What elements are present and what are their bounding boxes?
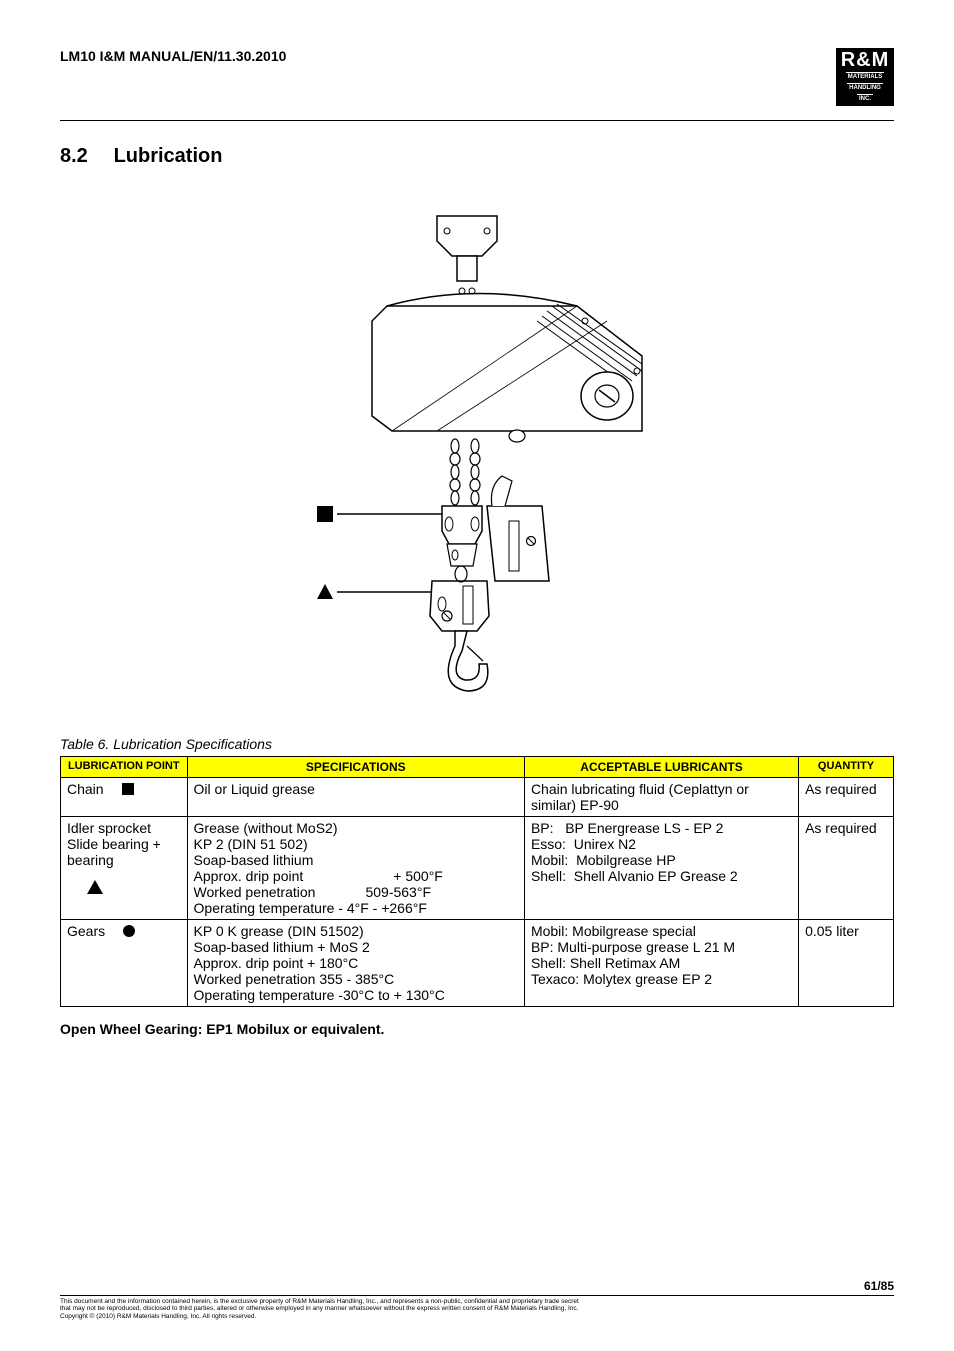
logo-line3: INC. xyxy=(857,94,873,103)
logo-top: R&M xyxy=(841,50,890,70)
acc-line: BP: BP Energrease LS - EP 2 xyxy=(531,820,792,836)
document-title: LM10 I&M MANUAL/EN/11.30.2010 xyxy=(60,48,286,64)
spec-text: + 500°F xyxy=(393,868,443,884)
acc-prefix: Mobil: xyxy=(531,852,568,868)
rm-logo: R&M MATERIALS HANDLING INC. xyxy=(836,48,894,106)
point-label: Gears xyxy=(67,923,105,939)
logo-line1: MATERIALS xyxy=(846,72,885,81)
spec-text: 509-563°F xyxy=(365,884,431,900)
acc-line: BP: Multi-purpose grease L 21 M xyxy=(531,939,792,955)
acc-text: BP Energrease LS - EP 2 xyxy=(565,820,723,836)
legal-line: Copyright © (2010) R&M Materials Handlin… xyxy=(60,1313,894,1321)
acc-prefix: Esso: xyxy=(531,836,566,852)
acc-text: Unirex N2 xyxy=(574,836,636,852)
acc-line: Mobil: Mobilgrease HP xyxy=(531,852,792,868)
table-caption: Table 6. Lubrication Specifications xyxy=(60,736,894,752)
spec-line: Worked penetration 509-563°F xyxy=(194,884,518,900)
spec-line: Operating temperature - 4°F - +266°F xyxy=(194,900,518,916)
point-label: Idler sprocket xyxy=(67,820,181,836)
spec-line: Approx. drip point + 180°C xyxy=(194,955,518,971)
cell-acc: BP: BP Energrease LS - EP 2 Esso: Unirex… xyxy=(524,817,798,920)
table-row: Gears KP 0 K grease (DIN 51502) Soap-bas… xyxy=(61,920,894,1007)
th-point: LUBRICATION POINT xyxy=(61,757,188,778)
cell-acc: Chain lubricating fluid (Ceplattyn or si… xyxy=(524,778,798,817)
acc-line: Mobil: Mobilgrease special xyxy=(531,923,792,939)
cell-qty: As required xyxy=(799,817,894,920)
section-title: Lubrication xyxy=(114,145,223,167)
spec-line: Operating temperature -30°C to + 130°C xyxy=(194,987,518,1003)
section-heading: 8.2 Lubrication xyxy=(60,145,894,168)
hoist-diagram xyxy=(60,186,894,706)
spec-line: Grease (without MoS2) xyxy=(194,820,518,836)
acc-line: Shell: Shell Alvanio EP Grease 2 xyxy=(531,868,792,884)
triangle-icon xyxy=(87,880,103,894)
cell-spec: Oil or Liquid grease xyxy=(187,778,524,817)
spec-line: KP 2 (DIN 51 502) xyxy=(194,836,518,852)
page-footer: 61/85 This document and the information … xyxy=(60,1279,894,1321)
cell-qty: 0.05 liter xyxy=(799,920,894,1007)
point-label: bearing xyxy=(67,852,181,868)
legal-line: This document and the information contai… xyxy=(60,1298,894,1306)
spec-line: Soap-based lithium + MoS 2 xyxy=(194,939,518,955)
point-label: Chain xyxy=(67,781,104,797)
hoist-svg xyxy=(237,186,717,706)
spec-line: Approx. drip point + 500°F xyxy=(194,868,518,884)
cell-spec: Grease (without MoS2) KP 2 (DIN 51 502) … xyxy=(187,817,524,920)
logo-line2: HANDLING xyxy=(847,83,883,92)
circle-icon xyxy=(123,925,135,937)
cell-qty: As required xyxy=(799,778,894,817)
th-acc: ACCEPTABLE LUBRICANTS xyxy=(524,757,798,778)
cell-point: Idler sprocket Slide bearing + bearing xyxy=(61,817,188,920)
acc-text: Mobilgrease HP xyxy=(576,852,676,868)
th-qty: QUANTITY xyxy=(799,757,894,778)
table-row: Chain Oil or Liquid grease Chain lubrica… xyxy=(61,778,894,817)
acc-prefix: Shell: xyxy=(531,868,566,884)
page-number: 61/85 xyxy=(60,1279,894,1296)
acc-line: Esso: Unirex N2 xyxy=(531,836,792,852)
spec-line: Soap-based lithium xyxy=(194,852,518,868)
cell-point: Chain xyxy=(61,778,188,817)
acc-text: Shell Alvanio EP Grease 2 xyxy=(574,868,738,884)
square-icon xyxy=(122,783,134,795)
cell-spec: KP 0 K grease (DIN 51502) Soap-based lit… xyxy=(187,920,524,1007)
th-spec: SPECIFICATIONS xyxy=(187,757,524,778)
cell-point: Gears xyxy=(61,920,188,1007)
spec-line: KP 0 K grease (DIN 51502) xyxy=(194,923,518,939)
open-wheel-note: Open Wheel Gearing: EP1 Mobilux or equiv… xyxy=(60,1021,894,1037)
legal-text: This document and the information contai… xyxy=(60,1298,894,1321)
spec-text: Approx. drip point xyxy=(194,868,304,884)
spec-line: Worked penetration 355 - 385°C xyxy=(194,971,518,987)
point-label: Slide bearing + xyxy=(67,836,181,852)
acc-prefix: BP: xyxy=(531,820,554,836)
cell-acc: Mobil: Mobilgrease special BP: Multi-pur… xyxy=(524,920,798,1007)
spec-text: Worked penetration xyxy=(194,884,316,900)
document-header: LM10 I&M MANUAL/EN/11.30.2010 R&M MATERI… xyxy=(60,48,894,121)
section-number: 8.2 xyxy=(60,145,108,168)
acc-line: Shell: Shell Retimax AM xyxy=(531,955,792,971)
table-row: Idler sprocket Slide bearing + bearing G… xyxy=(61,817,894,920)
acc-line: Texaco: Molytex grease EP 2 xyxy=(531,971,792,987)
lubrication-table: LUBRICATION POINT SPECIFICATIONS ACCEPTA… xyxy=(60,756,894,1007)
